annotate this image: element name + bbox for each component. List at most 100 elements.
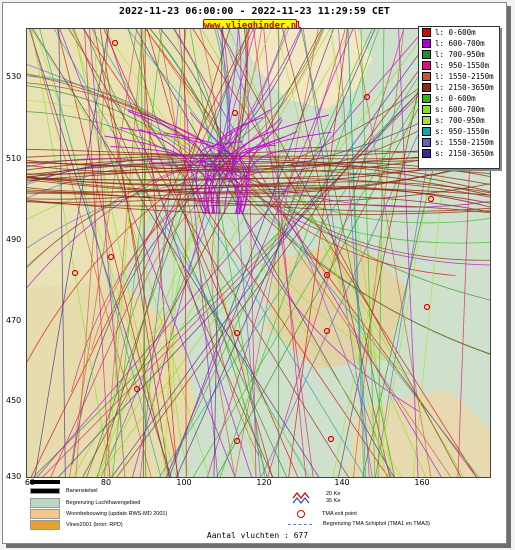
legend-tma-exit: TMA exit point xyxy=(286,510,357,518)
tma-boundary-swatch xyxy=(288,523,312,525)
flight-track xyxy=(92,29,126,477)
flight-track xyxy=(169,167,234,416)
legend-label: s: 1550-2150m xyxy=(435,138,494,147)
flight-track xyxy=(231,29,242,163)
flight-track xyxy=(175,29,257,477)
legend-label: l: 600-700m xyxy=(435,39,485,48)
flight-track xyxy=(58,29,66,477)
flight-track xyxy=(27,168,490,196)
tma-exit-point xyxy=(363,93,371,101)
flight-track xyxy=(53,29,310,477)
flight-track xyxy=(216,29,229,169)
flight-track xyxy=(276,29,387,477)
flight-track xyxy=(100,29,290,477)
flight-track xyxy=(168,29,334,477)
urban-area xyxy=(267,239,407,369)
flight-track xyxy=(96,29,272,477)
housing-swatch xyxy=(30,509,60,519)
scale-bar xyxy=(30,480,60,484)
tma-exit-point xyxy=(107,253,115,261)
legend-vinex: Vinex2001 (bron: RPD) xyxy=(30,520,123,530)
flight-track xyxy=(288,29,348,477)
map-canvas xyxy=(27,29,490,477)
tma-exit-icon xyxy=(297,510,305,518)
flight-track xyxy=(132,29,256,477)
y-tick-label: 490 xyxy=(6,235,22,244)
flight-track xyxy=(302,29,373,477)
flight-track xyxy=(27,173,231,269)
legend-swatch xyxy=(422,149,431,158)
flight-track xyxy=(203,117,282,215)
tma-exit-point xyxy=(327,435,335,443)
flight-track xyxy=(29,29,152,477)
flight-track xyxy=(330,29,392,477)
legend-item: s: 2150-3650m xyxy=(419,148,499,159)
flight-track xyxy=(27,159,490,195)
legend-noise-contours: 20 Ke 35 Ke xyxy=(292,490,340,506)
flight-track xyxy=(27,160,219,199)
y-tick-label: 530 xyxy=(6,72,22,81)
x-axis: 60 80 100 120 140 160 xyxy=(25,478,489,490)
flight-track xyxy=(173,29,442,477)
flight-count: Aantal vluchten : 677 xyxy=(206,531,309,540)
flight-track xyxy=(34,29,109,477)
flight-track xyxy=(149,29,218,168)
flight-track xyxy=(219,29,462,477)
flight-track xyxy=(175,29,376,477)
legend-swatch xyxy=(422,61,431,70)
flight-track xyxy=(234,29,319,477)
flight-track xyxy=(213,29,239,171)
legend-item: l: 2150-3650m xyxy=(419,82,499,93)
flight-track xyxy=(39,29,162,477)
x-tick-label: 120 xyxy=(256,478,272,487)
flight-track xyxy=(91,29,366,477)
flight-track xyxy=(27,188,490,204)
flight-track xyxy=(27,155,222,183)
legend-item: l: 950-1550m xyxy=(419,60,499,71)
flight-track xyxy=(140,29,147,477)
vinex-swatch xyxy=(30,520,60,530)
flight-track xyxy=(142,29,146,477)
flight-track xyxy=(128,111,210,215)
legend-label: l: 0-600m xyxy=(435,28,476,37)
legend-tma-boundary: Begrenzing TMA Schiphol (TMA1 en TMA3) xyxy=(286,521,430,527)
y-tick-label: 450 xyxy=(6,396,22,405)
flight-track xyxy=(263,29,307,477)
flight-track xyxy=(231,29,247,176)
legend-swatch xyxy=(422,138,431,147)
flight-track xyxy=(360,29,376,477)
tma-exit-point xyxy=(427,195,435,203)
flight-track xyxy=(146,29,273,477)
flight-track xyxy=(145,29,477,477)
flight-track xyxy=(158,29,236,477)
flight-track xyxy=(214,29,228,159)
flight-track xyxy=(75,29,109,477)
tma-exit-point xyxy=(233,437,241,445)
tma-exit-point xyxy=(233,329,241,337)
flight-track xyxy=(72,29,331,477)
flight-track xyxy=(82,29,322,477)
x-tick-label: 140 xyxy=(334,478,350,487)
tma-exit-point xyxy=(111,39,119,47)
flight-track xyxy=(230,29,247,173)
flight-track xyxy=(104,135,216,215)
legend-label: l: 1550-2150m xyxy=(435,72,494,81)
flight-track xyxy=(30,29,312,477)
legend-swatch xyxy=(422,127,431,136)
flight-track xyxy=(140,29,178,477)
flight-track-map[interactable] xyxy=(26,28,491,478)
flight-track xyxy=(56,29,170,477)
flight-track xyxy=(104,29,403,477)
flight-track xyxy=(89,29,126,477)
flight-track xyxy=(71,29,210,477)
y-tick-label: 430 xyxy=(6,472,22,481)
flight-track xyxy=(94,29,179,477)
flight-track xyxy=(158,29,450,477)
flight-track xyxy=(253,29,314,477)
legend-item: s: 950-1550m xyxy=(419,126,499,137)
flight-track xyxy=(220,29,261,477)
legend-item: s: 600-700m xyxy=(419,104,499,115)
map-legend: Banenstelsel Begrenzing Luchthavengebied… xyxy=(30,488,500,532)
flight-track xyxy=(216,173,490,244)
flight-track xyxy=(222,155,490,261)
